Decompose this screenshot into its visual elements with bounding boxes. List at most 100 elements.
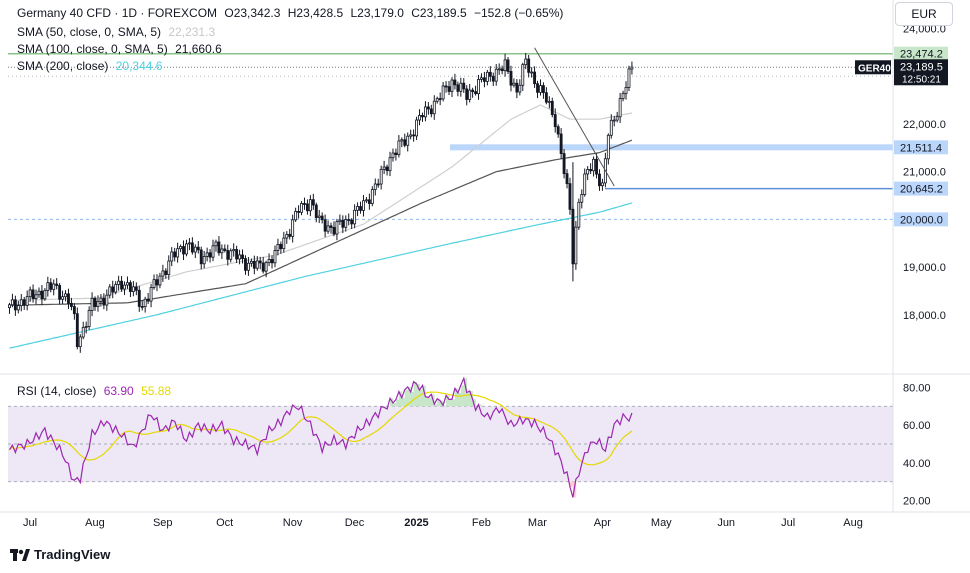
candle-body: [229, 250, 233, 260]
tradingview-logo[interactable]: TradingView: [10, 547, 110, 562]
candle-body: [61, 296, 65, 300]
candle-body: [344, 219, 348, 228]
candle: [332, 221, 336, 237]
time-tick-label: Feb: [472, 517, 491, 529]
tradingview-text: TradingView: [34, 547, 111, 562]
sma50-legend[interactable]: SMA (50, close, 0, SMA, 5) 22,231.3: [17, 25, 219, 39]
candle: [539, 79, 542, 96]
candle-body: [205, 252, 209, 257]
candle: [252, 255, 256, 275]
currency-button[interactable]: EUR: [895, 2, 953, 26]
rsi-overbought-fill: [416, 384, 420, 407]
candle-body: [450, 79, 454, 92]
candle-body: [155, 279, 159, 286]
candle-body: [477, 79, 480, 95]
candle-body: [515, 82, 519, 93]
candle-body: [329, 225, 333, 228]
candle: [515, 79, 519, 99]
sma200-line: [9, 202, 633, 349]
candle-body: [264, 262, 268, 272]
rsi-overbought-fill: [413, 381, 417, 407]
candle-body: [149, 287, 153, 302]
candle-body: [46, 282, 50, 291]
candle-body: [126, 282, 129, 286]
candle-body: [214, 241, 218, 247]
candle: [497, 63, 501, 75]
candle-body: [598, 173, 601, 187]
candle-body: [111, 286, 115, 293]
candle-body: [13, 299, 17, 311]
candle: [131, 280, 135, 297]
rsi-overbought-fill: [404, 389, 409, 407]
candle: [544, 87, 548, 105]
rsi-oversold-fill: [569, 481, 574, 488]
sma100-legend[interactable]: SMA (100, close, 0, SMA, 5) 21,660.6: [17, 42, 226, 56]
candle-body: [34, 294, 38, 300]
candle: [432, 95, 436, 120]
candle-body: [28, 289, 32, 298]
candle-body: [67, 293, 70, 304]
candle-body: [8, 304, 11, 309]
candle-body: [533, 71, 537, 85]
candle-body: [426, 106, 430, 110]
candle: [137, 285, 141, 312]
candle: [521, 62, 525, 91]
candle-body: [282, 237, 286, 250]
symbol-legend: Germany 40 CFD · 1D · FOREXCOM O23,342.3…: [17, 6, 567, 20]
candle: [164, 268, 168, 279]
candle: [232, 243, 236, 257]
candle: [421, 112, 424, 122]
candle: [423, 101, 427, 122]
candle-body: [618, 98, 622, 118]
rsi-value: 63.90: [103, 384, 134, 398]
time-tick-label: Oct: [216, 517, 233, 529]
candle: [574, 221, 578, 270]
rsi-overbought-fill: [422, 385, 426, 407]
candle-body: [586, 169, 590, 175]
level-tag-green-bg: [894, 46, 948, 61]
candle: [506, 57, 510, 75]
rsi-overbought-fill: [469, 391, 473, 407]
candle: [140, 300, 144, 311]
rsi-legend[interactable]: RSI (14, close) 63.90 55.88: [17, 384, 175, 398]
candle-body: [161, 270, 165, 277]
candle: [282, 231, 286, 253]
candle: [429, 104, 433, 118]
candle: [111, 280, 115, 299]
candle: [547, 96, 551, 109]
candle-body: [524, 58, 528, 66]
symbol-title[interactable]: Germany 40 CFD · 1D · FOREXCOM: [17, 6, 218, 20]
time-tick-label: Apr: [594, 517, 611, 529]
candle-body: [512, 82, 516, 86]
candle: [418, 109, 421, 126]
axes: 18,000.0 19,000.0 20,000.0 21,000.0 22,000.0…: [0, 0, 970, 529]
candle-body: [583, 173, 587, 195]
candle: [533, 66, 537, 88]
candle: [373, 178, 377, 196]
candle-body: [435, 98, 439, 102]
candle: [279, 241, 283, 254]
candle: [559, 128, 563, 160]
rsi-overbought-fill: [395, 399, 400, 407]
sma50-label: SMA (50, close, 0, SMA, 5): [17, 25, 162, 39]
candle: [459, 77, 463, 97]
candle: [108, 284, 112, 299]
rsi-overbought-fill: [463, 378, 468, 407]
candle-body: [16, 305, 20, 311]
candle-body: [562, 153, 566, 175]
candle-body: [385, 166, 389, 172]
candle: [530, 67, 534, 78]
sma200-legend[interactable]: SMA (200, close) 20,344.6: [17, 59, 166, 73]
candle-body: [143, 298, 147, 308]
candle: [364, 196, 368, 203]
candle-body: [394, 152, 398, 156]
candle-body: [249, 260, 253, 264]
candle-body: [303, 203, 306, 205]
candle-body: [488, 71, 492, 77]
candle: [173, 247, 177, 262]
support-zone: [450, 144, 893, 151]
candle: [258, 256, 262, 270]
rsi-overbought-fill: [401, 397, 406, 407]
candle-body: [565, 173, 569, 185]
